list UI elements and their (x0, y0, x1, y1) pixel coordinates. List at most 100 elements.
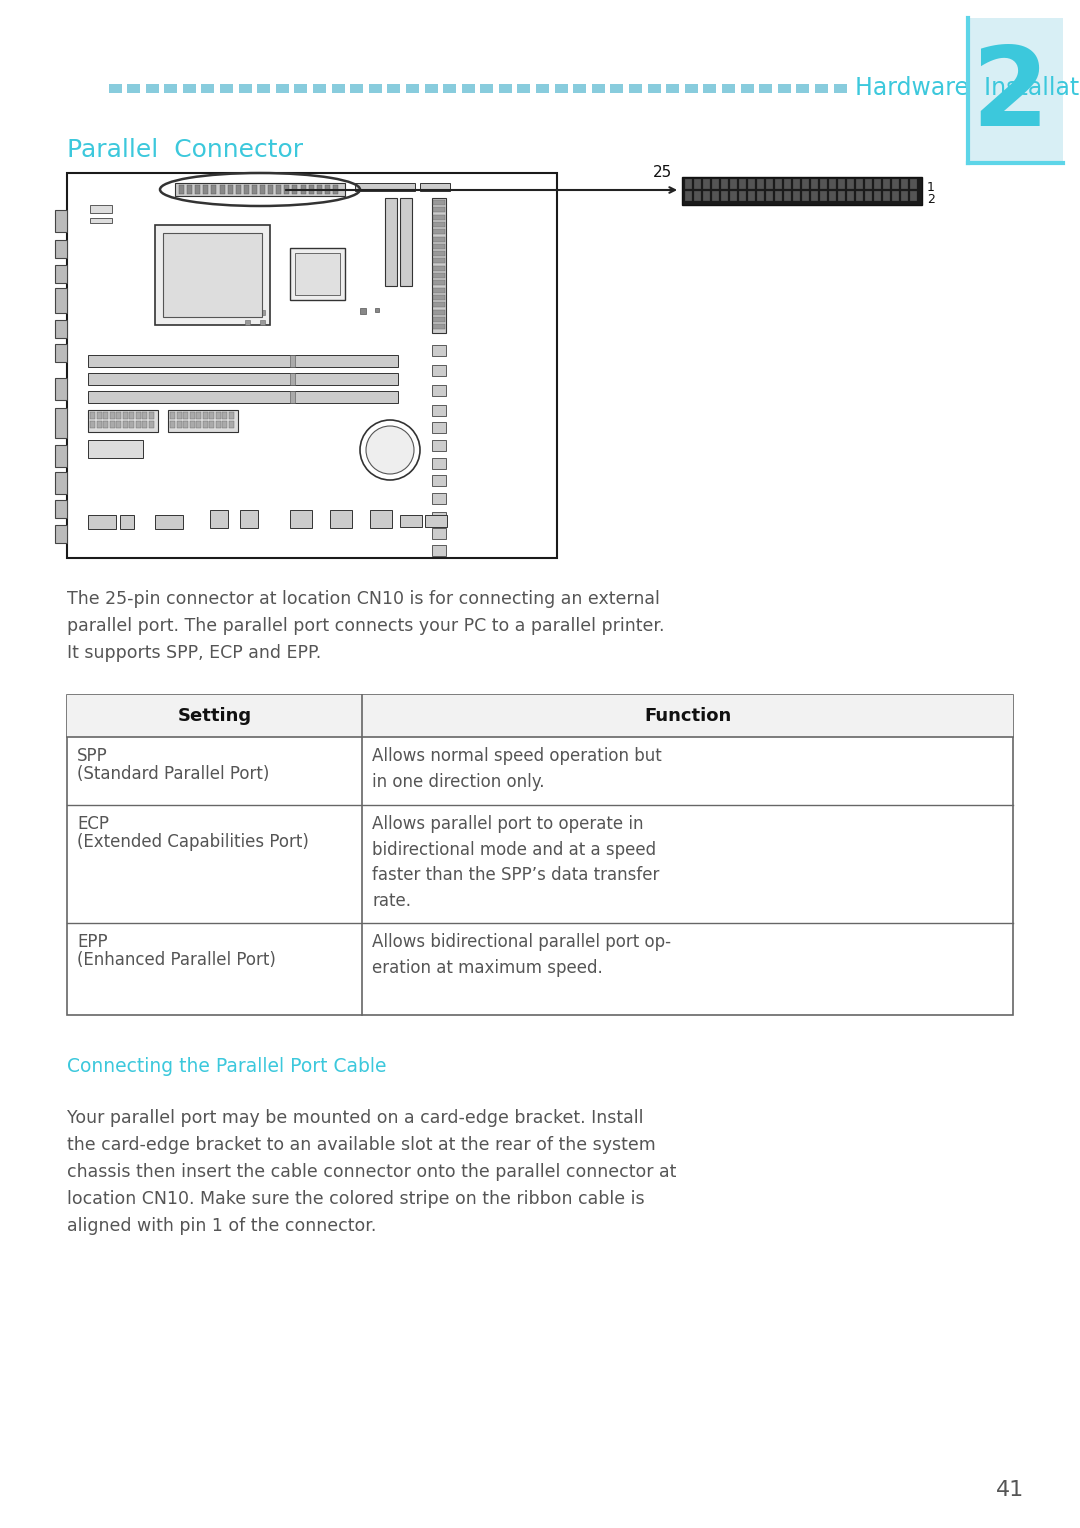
Bar (834, 84, 847, 93)
Bar (681, 177, 922, 205)
Bar (293, 185, 297, 194)
Bar (313, 84, 326, 93)
Bar (55, 500, 67, 518)
Bar (426, 515, 447, 527)
Bar (309, 185, 313, 194)
Bar (406, 84, 419, 93)
Bar (432, 529, 446, 539)
Bar (141, 413, 147, 419)
Bar (874, 179, 881, 189)
Text: 1: 1 (927, 180, 935, 194)
Bar (433, 280, 445, 286)
Bar (400, 515, 422, 527)
Bar (892, 179, 899, 189)
Bar (555, 84, 568, 93)
Bar (433, 295, 445, 299)
Bar (295, 254, 340, 295)
Bar (187, 185, 192, 194)
Bar (276, 185, 281, 194)
Bar (433, 237, 445, 241)
Bar (87, 410, 158, 432)
Bar (433, 214, 445, 220)
Bar (766, 191, 773, 202)
Bar (87, 373, 399, 385)
Text: The 25-pin connector at location CN10 is for connecting an external
parallel por: The 25-pin connector at location CN10 is… (67, 590, 664, 662)
Bar (141, 422, 147, 428)
Bar (179, 185, 184, 194)
Bar (55, 377, 67, 400)
Bar (109, 422, 114, 428)
Bar (730, 191, 737, 202)
Bar (219, 185, 225, 194)
Text: 25: 25 (652, 165, 672, 180)
Text: Allows bidirectional parallel port op-
eration at maximum speed.: Allows bidirectional parallel port op- e… (372, 934, 671, 976)
Bar (195, 185, 200, 194)
Text: Allows parallel port to operate in
bidirectional mode and at a speed
faster than: Allows parallel port to operate in bidir… (372, 814, 660, 911)
Bar (149, 413, 153, 419)
Bar (135, 413, 140, 419)
Bar (793, 191, 800, 202)
Bar (260, 319, 265, 325)
Bar (330, 510, 352, 529)
Bar (433, 303, 445, 307)
Bar (203, 422, 207, 428)
Bar (838, 191, 845, 202)
Bar (87, 354, 399, 367)
Text: 2: 2 (971, 41, 1049, 148)
Bar (433, 324, 445, 329)
Bar (203, 185, 208, 194)
Bar (245, 319, 249, 325)
Bar (433, 310, 445, 315)
Bar (856, 191, 863, 202)
Bar (388, 84, 401, 93)
Bar (228, 185, 232, 194)
Bar (108, 84, 121, 93)
Bar (796, 84, 809, 93)
Bar (481, 84, 494, 93)
Bar (291, 510, 312, 529)
Text: Your parallel port may be mounted on a card-edge bracket. Install
the card-edge : Your parallel port may be mounted on a c… (67, 1109, 676, 1236)
Bar (239, 84, 252, 93)
Bar (156, 225, 270, 325)
Bar (176, 422, 181, 428)
Bar (721, 84, 735, 93)
Bar (433, 274, 445, 278)
Bar (122, 422, 127, 428)
Bar (432, 475, 446, 486)
Bar (432, 458, 446, 469)
Bar (55, 526, 67, 542)
Text: 41: 41 (996, 1481, 1024, 1500)
Bar (883, 179, 890, 189)
Bar (284, 185, 289, 194)
Bar (268, 185, 273, 194)
Bar (829, 179, 836, 189)
Bar (355, 183, 415, 191)
Bar (203, 413, 207, 419)
Bar (712, 179, 719, 189)
Text: Function: Function (644, 707, 731, 724)
Bar (433, 229, 445, 234)
Text: Hardware  Installation: Hardware Installation (855, 76, 1080, 99)
Text: Parallel  Connector: Parallel Connector (67, 138, 303, 162)
Bar (892, 191, 899, 202)
Bar (168, 410, 238, 432)
Bar (156, 515, 183, 529)
Bar (129, 413, 134, 419)
Bar (291, 354, 295, 367)
Bar (55, 264, 67, 283)
Bar (55, 209, 67, 232)
Bar (295, 84, 308, 93)
Bar (901, 191, 908, 202)
Bar (865, 191, 872, 202)
Bar (195, 413, 201, 419)
Bar (109, 413, 114, 419)
Bar (610, 84, 623, 93)
Bar (694, 179, 701, 189)
Bar (222, 413, 227, 419)
Bar (592, 84, 605, 93)
Bar (420, 183, 450, 191)
Bar (216, 413, 220, 419)
Text: Connecting the Parallel Port Cable: Connecting the Parallel Port Cable (67, 1057, 387, 1076)
Bar (222, 422, 227, 428)
Bar (432, 545, 446, 556)
